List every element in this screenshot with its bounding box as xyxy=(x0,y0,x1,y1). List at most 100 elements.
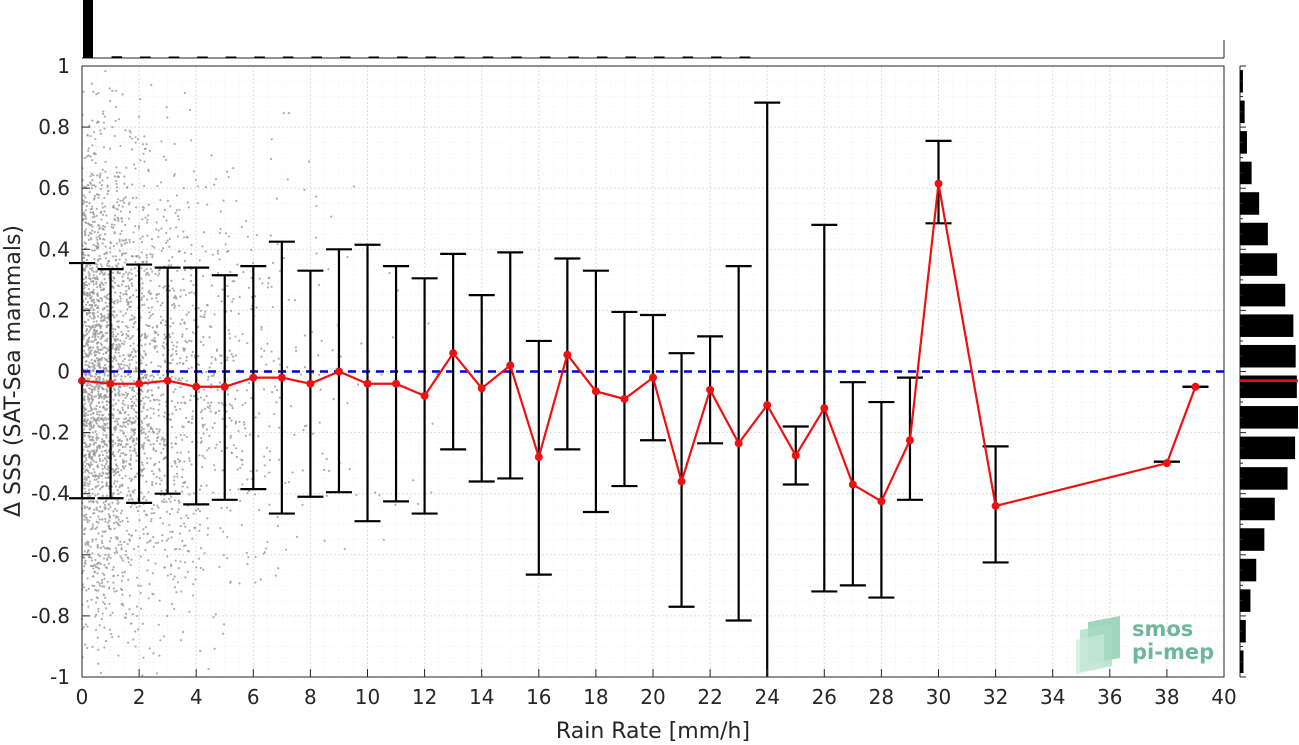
scatter-point xyxy=(122,279,125,283)
scatter-point xyxy=(170,465,173,468)
scatter-point xyxy=(92,324,95,327)
scatter-point xyxy=(190,139,193,142)
scatter-point xyxy=(115,186,119,189)
scatter-point xyxy=(120,439,123,443)
scatter-point xyxy=(95,460,98,464)
scatter-point xyxy=(103,374,106,377)
scatter-point xyxy=(111,443,115,447)
scatter-point xyxy=(95,263,99,266)
scatter-point xyxy=(201,245,204,248)
scatter-point xyxy=(133,449,136,452)
scatter-point xyxy=(159,315,163,318)
scatter-point xyxy=(105,444,108,447)
scatter-point xyxy=(134,645,137,648)
scatter-point xyxy=(102,388,105,391)
scatter-point xyxy=(151,572,154,575)
scatter-point xyxy=(183,269,187,272)
scatter-point xyxy=(88,282,91,286)
scatter-point xyxy=(87,355,90,358)
scatter-point xyxy=(199,649,202,653)
scatter-point xyxy=(93,454,97,457)
scatter-point xyxy=(104,257,107,260)
scatter-point xyxy=(147,324,150,328)
scatter-point xyxy=(192,560,195,563)
scatter-point xyxy=(138,115,141,118)
scatter-point xyxy=(119,144,122,148)
scatter-point xyxy=(129,318,132,321)
scatter-point xyxy=(169,335,172,339)
scatter-point xyxy=(155,482,158,485)
scatter-point xyxy=(169,361,173,365)
scatter-point xyxy=(265,446,268,449)
scatter-point xyxy=(320,339,323,342)
scatter-point xyxy=(84,481,87,485)
scatter-point xyxy=(104,416,107,419)
scatter-point xyxy=(82,355,85,359)
scatter-point xyxy=(143,417,146,420)
scatter-point xyxy=(120,342,124,345)
scatter-point xyxy=(222,553,226,557)
scatter-point xyxy=(95,450,98,454)
scatter-point xyxy=(176,362,179,365)
scatter-point xyxy=(234,397,237,401)
scatter-point xyxy=(128,363,132,366)
scatter-point xyxy=(106,185,109,188)
scatter-point xyxy=(89,528,92,531)
scatter-point xyxy=(234,354,237,357)
scatter-point xyxy=(171,446,174,449)
scatter-point xyxy=(225,359,229,362)
scatter-point xyxy=(190,354,193,357)
scatter-point xyxy=(314,236,318,239)
scatter-point xyxy=(84,490,87,494)
x-tick-label: 30 xyxy=(926,685,951,709)
scatter-point xyxy=(176,215,180,218)
scatter-point xyxy=(156,184,159,188)
scatter-point xyxy=(159,321,163,325)
scatter-point xyxy=(87,234,90,237)
y-tick-label: 0.4 xyxy=(38,237,70,261)
top-hist-bar xyxy=(311,56,322,58)
scatter-point xyxy=(135,442,138,445)
scatter-point xyxy=(129,344,132,347)
scatter-point xyxy=(105,368,108,371)
scatter-point xyxy=(88,361,91,364)
scatter-point xyxy=(101,467,104,471)
scatter-point xyxy=(87,495,90,498)
mean-series xyxy=(78,179,1200,510)
scatter-point xyxy=(134,167,137,170)
scatter-point xyxy=(148,311,151,314)
scatter-point xyxy=(118,295,122,298)
scatter-point xyxy=(162,155,166,158)
scatter-point xyxy=(117,442,120,445)
scatter-point xyxy=(98,624,101,627)
scatter-point xyxy=(114,328,117,331)
scatter-point xyxy=(118,410,122,413)
scatter-point xyxy=(174,211,177,215)
scatter-point xyxy=(173,174,176,178)
scatter-point xyxy=(89,297,92,300)
scatter-point xyxy=(170,602,174,606)
scatter-point xyxy=(112,375,116,378)
scatter-point xyxy=(103,278,106,281)
scatter-point xyxy=(222,199,225,202)
scatter-point xyxy=(135,398,138,401)
scatter-point xyxy=(230,353,233,356)
scatter-point xyxy=(111,306,114,309)
scatter-point xyxy=(107,273,110,276)
scatter-point xyxy=(101,438,104,441)
scatter-point xyxy=(95,384,98,387)
scatter-point xyxy=(254,493,257,496)
scatter-point xyxy=(151,312,154,316)
scatter-point xyxy=(134,529,137,532)
scatter-point xyxy=(124,474,127,478)
scatter-point xyxy=(175,547,178,551)
scatter-point xyxy=(107,369,110,373)
scatter-point xyxy=(210,284,213,287)
scatter-point xyxy=(83,518,86,521)
scatter-point xyxy=(209,404,212,407)
scatter-point xyxy=(141,282,144,285)
scatter-point xyxy=(83,213,86,216)
scatter-point xyxy=(99,546,103,549)
scatter-point xyxy=(84,513,88,516)
scatter-point xyxy=(115,515,118,518)
